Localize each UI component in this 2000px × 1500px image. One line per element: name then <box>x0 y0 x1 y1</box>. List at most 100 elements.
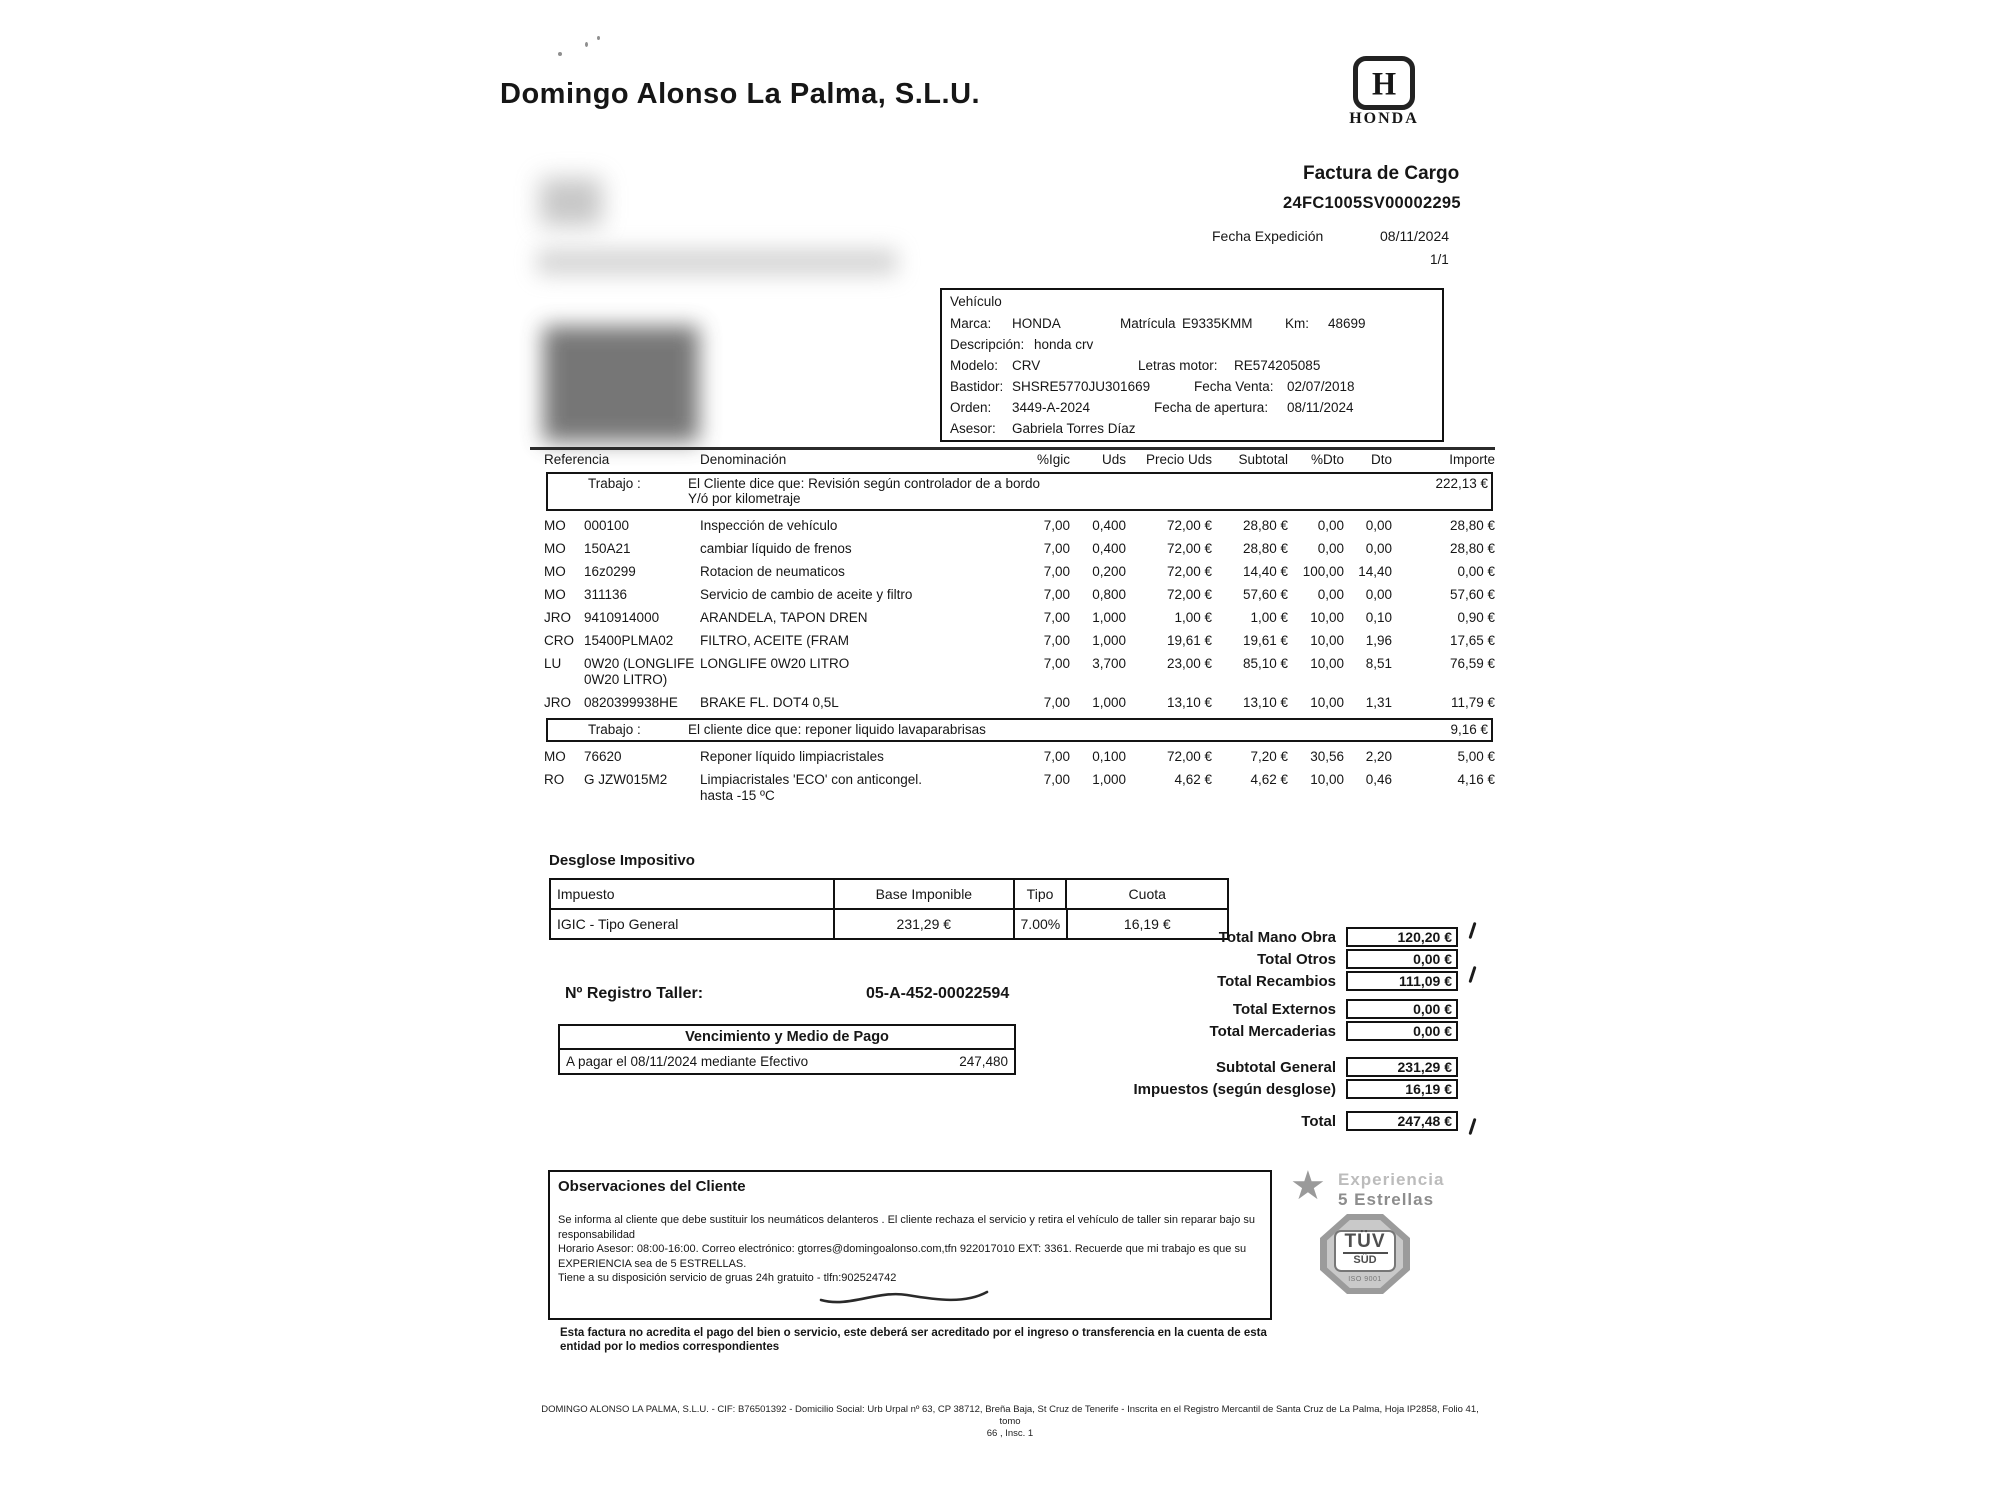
cell-dto: 14,40 <box>1358 564 1392 579</box>
modelo-value: CRV <box>1012 358 1041 373</box>
cell-dto: 1,31 <box>1365 695 1392 710</box>
cell-uds: 0,100 <box>1092 749 1126 764</box>
cell-referencia: 311136 <box>584 587 628 602</box>
observations-title: Observaciones del Cliente <box>558 1178 746 1195</box>
col-igic: %Igic <box>1036 452 1070 467</box>
total-label: Total Otros <box>1257 950 1336 968</box>
cell-tipo: CRO <box>544 633 574 648</box>
trabajo-importe: 9,16 € <box>1450 722 1488 737</box>
bastidor-label: Bastidor: <box>950 379 1004 394</box>
tax-header-row: Impuesto Base Imponible Tipo Cuota <box>551 880 1227 910</box>
total-value: 120,20 € <box>1397 929 1453 945</box>
total-label: Total Mano Obra <box>1218 928 1336 946</box>
cell-uds: 0,400 <box>1092 541 1126 556</box>
fecha-venta-value: 02/07/2018 <box>1287 379 1355 394</box>
cell-subtotal: 28,80 € <box>1242 541 1288 556</box>
cell-igic: 7,00 <box>1043 610 1070 625</box>
cell-referencia: 000100 <box>584 518 630 533</box>
tax-data-row: IGIC - Tipo General 231,29 € 7.00% 16,19… <box>551 910 1227 938</box>
cell-igic: 7,00 <box>1043 587 1070 602</box>
redacted-customer-info <box>540 178 602 226</box>
total-label: Impuestos (según desglose) <box>1133 1080 1336 1098</box>
trabajo-text-line1: El Cliente dice que: Revisión según cont… <box>688 476 1040 491</box>
total-value: 0,00 € <box>1413 951 1452 967</box>
col-denominacion: Denominación <box>700 452 787 467</box>
cell-uds: 1,000 <box>1092 633 1126 648</box>
cell-precio: 72,00 € <box>1166 541 1212 556</box>
total-label: Total <box>1301 1112 1336 1130</box>
cell-importe: 4,16 € <box>1457 772 1495 787</box>
cell-referencia: 0W20 (LONGLIFE 0W20 LITRO) <box>584 656 695 687</box>
cell-tipo: MO <box>544 587 566 602</box>
cell-tipo: RO <box>544 772 565 787</box>
cell-precio: 72,00 € <box>1166 749 1212 764</box>
col-dto-pct: %Dto <box>1310 452 1344 467</box>
cell-dto: 8,51 <box>1365 656 1392 671</box>
cell-uds: 1,000 <box>1092 610 1126 625</box>
item-row: MO 311136 Servicio de cambio de aceite y f… <box>544 587 1495 603</box>
cell-igic: 7,00 <box>1043 541 1070 556</box>
cell-denominacion: Reponer líquido limpiacristales <box>700 749 884 764</box>
handwritten-tick <box>1468 965 1477 984</box>
cell-referencia: G JZW015M2 <box>584 772 668 787</box>
tuv-label-box: TÜV SÜD <box>1334 1230 1396 1272</box>
company-footer: DOMINGO ALONSO LA PALMA, S.L.U. - CIF: B… <box>540 1404 1480 1440</box>
cell-subtotal: 28,80 € <box>1242 518 1288 533</box>
cell-importe: 0,90 € <box>1457 610 1495 625</box>
tax-col-tipo: Tipo <box>1015 880 1068 908</box>
cell-uds: 1,000 <box>1092 772 1126 787</box>
cell-precio: 19,61 € <box>1166 633 1212 648</box>
work-order-header-1: Trabajo : El Cliente dice que: Revisión … <box>546 472 1493 511</box>
marca-label: Marca: <box>950 316 992 331</box>
scan-artifact <box>585 42 588 47</box>
work-order-header-2: Trabajo : El cliente dice que: reponer l… <box>546 718 1493 742</box>
sud-text: SÜD <box>1353 1254 1377 1266</box>
cell-uds: 0,400 <box>1092 518 1126 533</box>
cell-importe: 57,60 € <box>1449 587 1495 602</box>
table-top-rule <box>530 447 1495 450</box>
total-value: 16,19 € <box>1405 1081 1452 1097</box>
cell-referencia: 15400PLMA02 <box>584 633 674 648</box>
item-row: MO 000100 Inspección de vehículo 7,00 0,400 7… <box>544 518 1495 534</box>
payment-box: Vencimiento y Medio de Pago A pagar el 0… <box>558 1024 1016 1075</box>
cell-referencia: 0820399938HE <box>584 695 678 710</box>
trabajo-importe: 222,13 € <box>1435 476 1488 491</box>
asesor-label: Asesor: <box>950 421 996 436</box>
col-subtotal: Subtotal <box>1238 452 1288 467</box>
invoice-number: 24FC1005SV00002295 <box>1283 194 1461 212</box>
cell-dto: 0,00 <box>1365 518 1392 533</box>
fecha-venta-label: Fecha Venta: <box>1194 379 1274 394</box>
trabajo-text-line1: El cliente dice que: reponer liquido lav… <box>688 722 986 737</box>
descripcion-label: Descripción: <box>950 337 1025 352</box>
total-row: Impuestos (según desglose) 16,19 € <box>1098 1078 1458 1100</box>
payment-line: A pagar el 08/11/2024 mediante Efectivo <box>566 1054 809 1069</box>
total-value: 0,00 € <box>1413 1023 1452 1039</box>
cell-denominacion: Inspección de vehículo <box>700 518 838 533</box>
cell-dto-pct: 0,00 <box>1317 518 1344 533</box>
total-label: Subtotal General <box>1215 1058 1336 1076</box>
cell-dto: 0,46 <box>1365 772 1392 787</box>
cell-igic: 7,00 <box>1043 695 1070 710</box>
cell-precio: 13,10 € <box>1166 695 1212 710</box>
workshop-registry-label: Nº Registro Taller: <box>565 985 704 1002</box>
cell-dto-pct: 10,00 <box>1310 772 1344 787</box>
redacted-customer-info <box>537 249 897 275</box>
km-value: 48699 <box>1328 316 1366 331</box>
total-row: Total Mano Obra 120,20 € <box>1098 921 1477 948</box>
cell-uds: 0,200 <box>1092 564 1126 579</box>
cell-igic: 7,00 <box>1043 749 1070 764</box>
cell-uds: 0,800 <box>1092 587 1126 602</box>
tax-col-cuota: Cuota <box>1128 886 1166 902</box>
workshop-registry-value: 05-A-452-00022594 <box>866 985 1010 1002</box>
item-row: LU 0W20 (LONGLIFE 0W20 LITRO) LONGLIFE 0W2… <box>544 656 1495 688</box>
cell-igic: 7,00 <box>1043 564 1070 579</box>
matricula-value: E9335KMM <box>1182 316 1253 331</box>
orden-value: 3449-A-2024 <box>1012 400 1091 415</box>
modelo-label: Modelo: <box>950 358 999 373</box>
tax-tipo-value: 7.00% <box>1015 910 1068 938</box>
total-label: Total Recambios <box>1217 972 1336 990</box>
tax-base-value: 231,29 € <box>835 910 1015 938</box>
tax-impuesto-value: IGIC - Tipo General <box>551 910 836 938</box>
cell-precio: 1,00 € <box>1174 610 1212 625</box>
km-label: Km: <box>1285 316 1310 331</box>
